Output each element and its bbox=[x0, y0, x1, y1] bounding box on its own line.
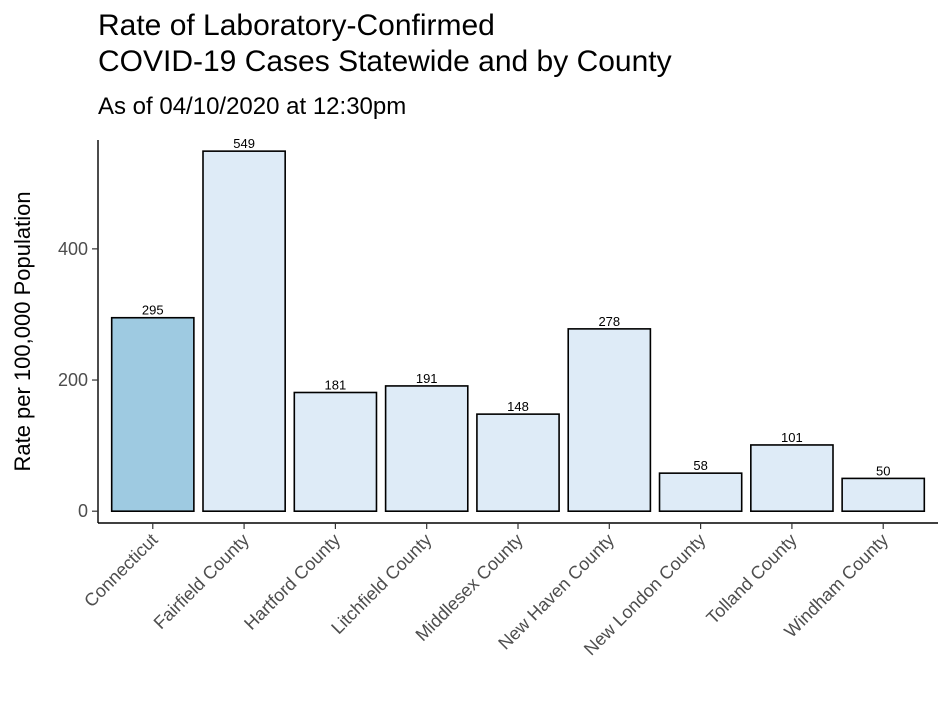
x-tick-label: Litchfield County bbox=[327, 530, 435, 638]
y-ticks-layer: 0 200 400 bbox=[58, 239, 98, 521]
bar-middlesex-county bbox=[476, 413, 560, 512]
data-label: 148 bbox=[507, 399, 529, 414]
data-label: 191 bbox=[416, 371, 438, 386]
data-label: 50 bbox=[876, 463, 890, 478]
bar-connecticut bbox=[110, 316, 195, 512]
data-label: 181 bbox=[325, 377, 347, 392]
bar-windham-county bbox=[841, 477, 926, 512]
bars-layer bbox=[110, 150, 926, 512]
data-label: 549 bbox=[233, 136, 255, 151]
x-tick-label: Hartford County bbox=[240, 530, 344, 634]
y-tick-label: 200 bbox=[58, 370, 88, 390]
data-label: 101 bbox=[781, 430, 803, 445]
bar-hartford-county bbox=[293, 391, 378, 512]
bar-tolland-county bbox=[750, 444, 834, 512]
chart-title: Rate of Laboratory-Confirmed COVID-19 Ca… bbox=[98, 9, 672, 78]
x-tick-label: Tolland County bbox=[702, 530, 800, 628]
y-axis-label: Rate per 100,000 Population bbox=[10, 191, 35, 471]
x-tick-label: Fairfield County bbox=[150, 530, 253, 633]
chart-subtitle: As of 04/10/2020 at 12:30pm bbox=[98, 93, 407, 120]
bar-new-london-county bbox=[658, 472, 743, 512]
bar-new-haven-county bbox=[567, 328, 652, 512]
data-labels-layer: 295 549 181 191 148 278 58 101 50 bbox=[142, 136, 891, 478]
data-label: 295 bbox=[142, 303, 164, 318]
y-tick-label: 0 bbox=[78, 501, 88, 521]
x-tick-label: Connecticut bbox=[80, 530, 161, 611]
data-label: 58 bbox=[693, 458, 707, 473]
bar-litchfield-county bbox=[384, 385, 469, 512]
data-label: 278 bbox=[598, 314, 620, 329]
bar-fairfield-county bbox=[202, 150, 286, 512]
y-tick-label: 400 bbox=[58, 239, 88, 259]
